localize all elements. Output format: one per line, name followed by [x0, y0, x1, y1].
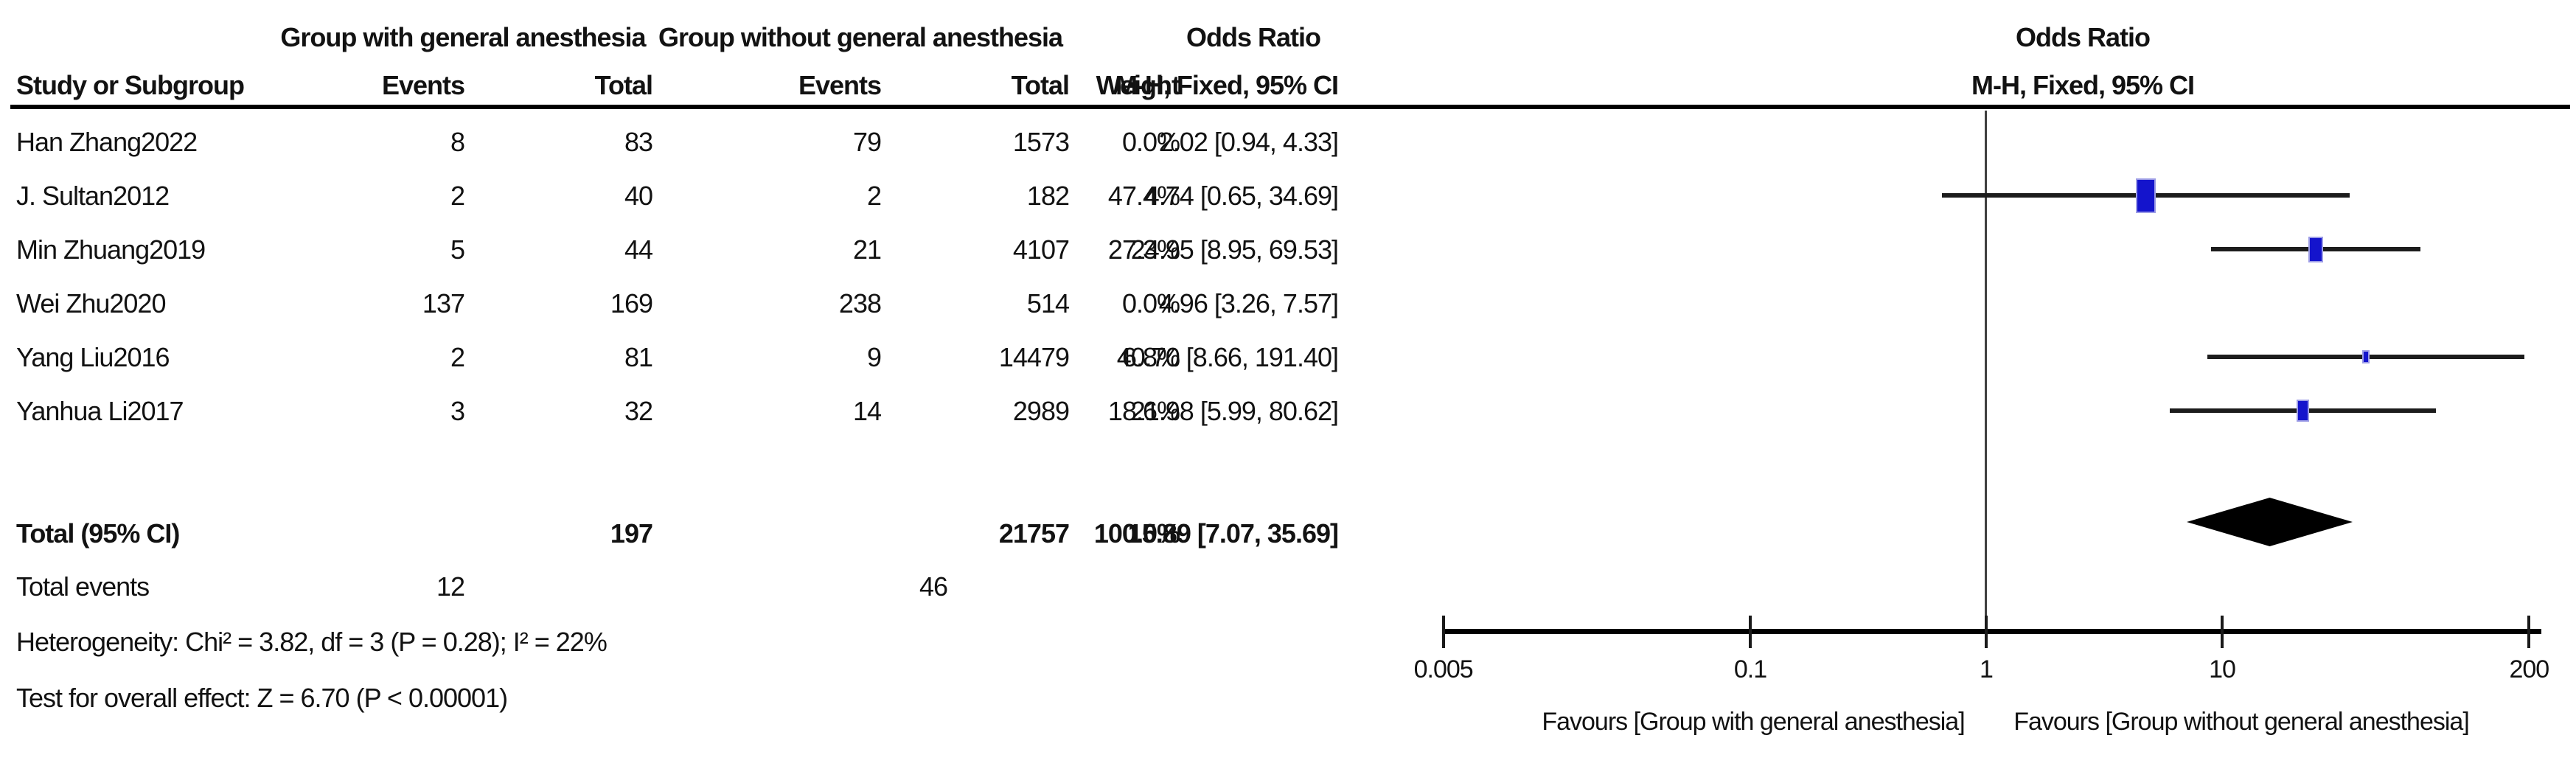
x-axis-line	[1442, 629, 2541, 634]
total1-sum: 197	[610, 518, 653, 549]
axis-tick	[2221, 616, 2224, 648]
effect-size-marker	[2296, 400, 2309, 422]
table-row: Min Zhuang2019 5 44 21 4107 27.3% 24.95 …	[0, 233, 2576, 267]
events1-value: 5	[450, 234, 465, 265]
events2-value: 21	[852, 234, 882, 265]
weight-value: 27.3%	[1107, 234, 1180, 265]
effect-size-marker	[2362, 350, 2370, 363]
weight-value: 47.4%	[1107, 181, 1180, 211]
or-ci-value: 40.70 [8.66, 191.40]	[1116, 342, 1339, 372]
weight-value: 0.0%	[1121, 288, 1180, 318]
weight-sum: 100.0%	[1093, 518, 1180, 549]
axis-tick-label: 1	[1980, 655, 1994, 683]
col-events-2: Events	[798, 70, 882, 100]
or-ci-value: 4.96 [3.26, 7.57]	[1158, 288, 1339, 318]
events1-value: 137	[422, 288, 465, 318]
study-label: Yanhua Li2017	[16, 396, 184, 426]
axis-tick	[2527, 616, 2531, 648]
or-ci-value: 2.02 [0.94, 4.33]	[1158, 127, 1339, 157]
col-weight: Weight	[1096, 70, 1180, 100]
effect-size-marker	[2135, 178, 2156, 213]
table-row: J. Sultan2012 2 40 2 182 47.4% 4.74 [0.6…	[0, 179, 2576, 213]
total1-value: 44	[624, 234, 653, 265]
group-header-row: Group with general anesthesia Group with…	[0, 21, 2576, 55]
table-row: Yang Liu2016 2 81 9 14479 6.8% 40.70 [8.…	[0, 341, 2576, 375]
total-events-label: Total events	[16, 571, 150, 602]
axis-tick	[1749, 616, 1752, 648]
total2-value: 4107	[1012, 234, 1070, 265]
total-events-1: 12	[436, 571, 465, 602]
events1-value: 3	[450, 396, 465, 426]
study-label: Han Zhang2022	[16, 127, 198, 157]
events2-value: 238	[838, 288, 882, 318]
total-events-row: Total events 12 46	[0, 570, 2576, 604]
total-events-2: 46	[919, 571, 948, 602]
table-row: Han Zhang2022 8 83 79 1573 0.0% 2.02 [0.…	[0, 125, 2576, 159]
total2-sum: 21757	[998, 518, 1070, 549]
total2-value: 182	[1026, 181, 1070, 211]
total1-value: 83	[624, 127, 653, 157]
table-row: Yanhua Li2017 3 32 14 2989 18.6% 21.98 […	[0, 394, 2576, 428]
axis-tick-label: 10	[2209, 655, 2236, 683]
or-ci-value: 24.95 [8.95, 69.53]	[1130, 234, 1339, 265]
total-label: Total (95% CI)	[16, 518, 180, 549]
heterogeneity-text: Heterogeneity: Chi² = 3.82, df = 3 (P = …	[16, 627, 608, 657]
total-row: Total (95% CI) 197 21757 100.0% 15.89 [7…	[0, 517, 2576, 551]
odds-ratio-header-left: Odds Ratio	[1186, 22, 1321, 52]
col-method-left: M-H, Fixed, 95% CI	[1115, 70, 1339, 100]
events1-value: 2	[450, 181, 465, 211]
total1-value: 81	[624, 342, 653, 372]
col-total-1: Total	[594, 70, 653, 100]
events2-value: 14	[852, 396, 882, 426]
events2-value: 2	[866, 181, 882, 211]
weight-value: 0.0%	[1121, 127, 1180, 157]
group1-header: Group with general anesthesia	[280, 22, 646, 52]
weight-value: 18.6%	[1107, 396, 1180, 426]
col-events-1: Events	[381, 70, 465, 100]
axis-tick	[1441, 616, 1445, 648]
events1-value: 8	[450, 127, 465, 157]
overall-effect-text: Test for overall effect: Z = 6.70 (P < 0…	[16, 683, 508, 713]
total2-value: 1573	[1012, 127, 1070, 157]
group2-header: Group without general anesthesia	[658, 22, 1063, 52]
null-effect-line	[1985, 111, 1987, 630]
total2-value: 2989	[1012, 396, 1070, 426]
axis-tick-label: 200	[2509, 655, 2549, 683]
pooled-effect-diamond	[2186, 498, 2353, 546]
events1-value: 2	[450, 342, 465, 372]
col-study: Study or Subgroup	[16, 70, 245, 100]
or-ci-value: 4.74 [0.65, 34.69]	[1144, 181, 1339, 211]
pooled-or-ci: 15.89 [7.07, 35.69]	[1127, 518, 1339, 549]
events2-value: 79	[852, 127, 882, 157]
table-row: Wei Zhu2020 137 169 238 514 0.0% 4.96 [3…	[0, 287, 2576, 321]
axis-tick-label: 0.005	[1413, 655, 1474, 683]
favours-left-label: Favours [Group with general anesthesia]	[1542, 708, 1965, 736]
total1-value: 169	[610, 288, 653, 318]
column-header-row: Study or Subgroup Events Total Events To…	[0, 69, 2576, 102]
or-ci-value: 21.98 [5.99, 80.62]	[1130, 396, 1339, 426]
favours-right-label: Favours [Group without general anesthesi…	[2013, 708, 2470, 736]
total1-value: 32	[624, 396, 653, 426]
study-label: J. Sultan2012	[16, 181, 170, 211]
total2-value: 14479	[998, 342, 1070, 372]
axis-tick-label: 0.1	[1733, 655, 1767, 683]
events2-value: 9	[866, 342, 882, 372]
study-label: Yang Liu2016	[16, 342, 170, 372]
weight-value: 6.8%	[1121, 342, 1180, 372]
effect-size-marker	[2308, 236, 2324, 262]
odds-ratio-header-right: Odds Ratio	[2015, 22, 2151, 52]
header-underline	[10, 105, 2570, 109]
axis-tick	[1985, 616, 1988, 648]
col-total-2: Total	[1011, 70, 1070, 100]
study-label: Min Zhuang2019	[16, 234, 206, 265]
total1-value: 40	[624, 181, 653, 211]
total2-value: 514	[1026, 288, 1070, 318]
col-method-right: M-H, Fixed, 95% CI	[1971, 70, 2195, 100]
study-label: Wei Zhu2020	[16, 288, 166, 318]
